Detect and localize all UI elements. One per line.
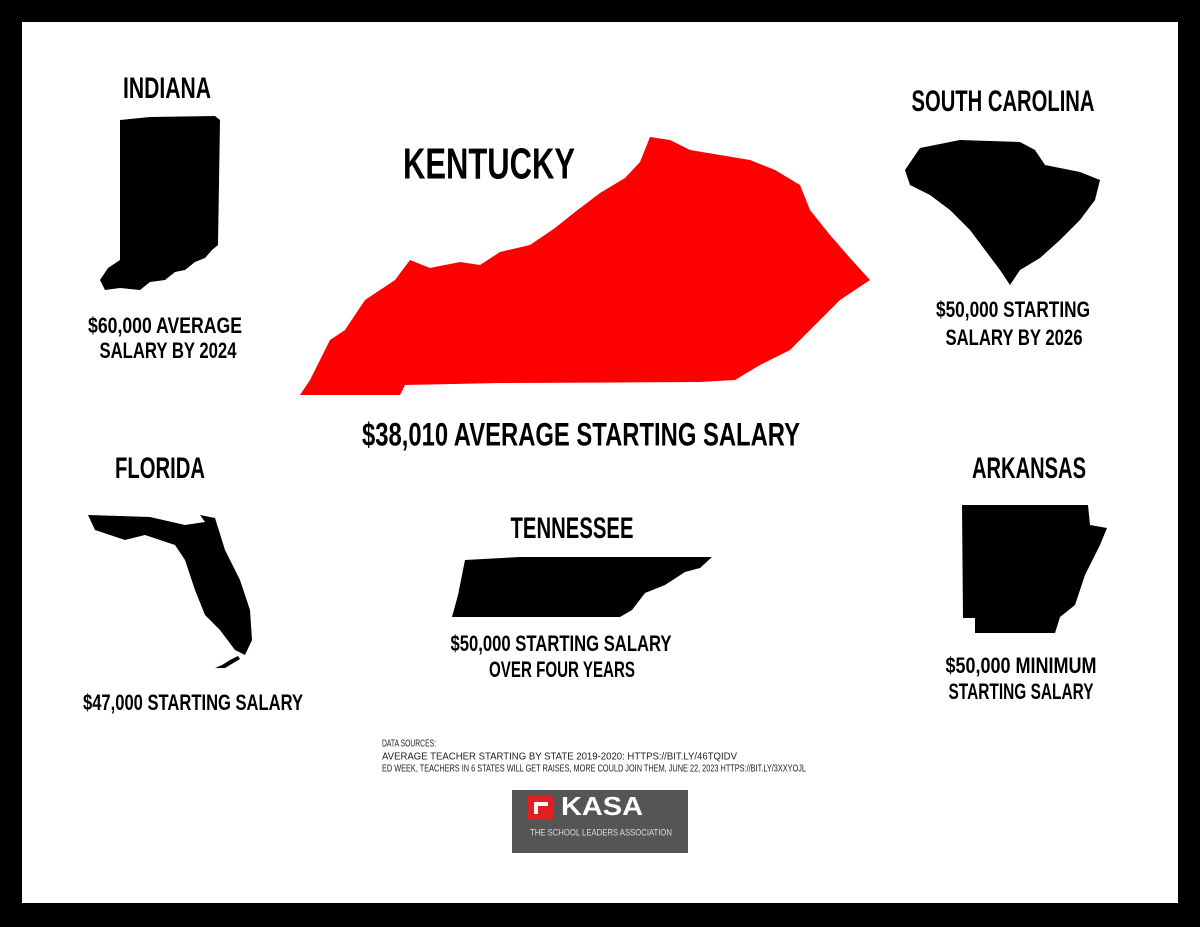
caption: STARTING SALARY <box>949 679 1094 704</box>
logo-icon <box>528 796 554 820</box>
logo-tagline: THE SCHOOL LEADERS ASSOCIATION <box>530 827 672 837</box>
florida-shape <box>88 515 252 668</box>
caption: $50,000 MINIMUM <box>946 653 1097 678</box>
kentucky-shape <box>300 137 870 395</box>
source-line: ED WEEK, TEACHERS IN 6 STATES WILL GET R… <box>382 764 806 775</box>
caption: $47,000 STARTING SALARY <box>83 690 303 715</box>
caption: $50,000 STARTING <box>936 297 1090 322</box>
source-line: AVERAGE TEACHER STARTING BY STATE 2019-2… <box>382 752 737 763</box>
logo-name: KASA <box>561 791 643 821</box>
indiana-shape <box>100 116 220 290</box>
caption: $38,010 AVERAGE STARTING SALARY <box>362 416 800 452</box>
sources-heading: DATA SOURCES: <box>382 739 436 750</box>
state-name: KENTUCKY <box>403 140 575 189</box>
state-name: FLORIDA <box>115 452 205 485</box>
state-name: INDIANA <box>123 72 211 105</box>
tennessee-shape <box>452 557 712 617</box>
logo-icon-cut <box>534 802 548 814</box>
logo: KASA THE SCHOOL LEADERS ASSOCIATION <box>512 790 688 853</box>
caption: SALARY BY 2024 <box>100 338 238 363</box>
state-name: SOUTH CAROLINA <box>912 85 1095 118</box>
south-carolina-shape <box>905 140 1100 285</box>
state-name: TENNESSEE <box>511 512 634 545</box>
caption: $60,000 AVERAGE <box>88 313 242 338</box>
state-name: ARKANSAS <box>972 452 1086 485</box>
caption: $50,000 STARTING SALARY <box>451 631 672 656</box>
caption: OVER FOUR YEARS <box>489 657 635 682</box>
caption: SALARY BY 2026 <box>946 325 1083 350</box>
arkansas-shape <box>962 505 1107 633</box>
